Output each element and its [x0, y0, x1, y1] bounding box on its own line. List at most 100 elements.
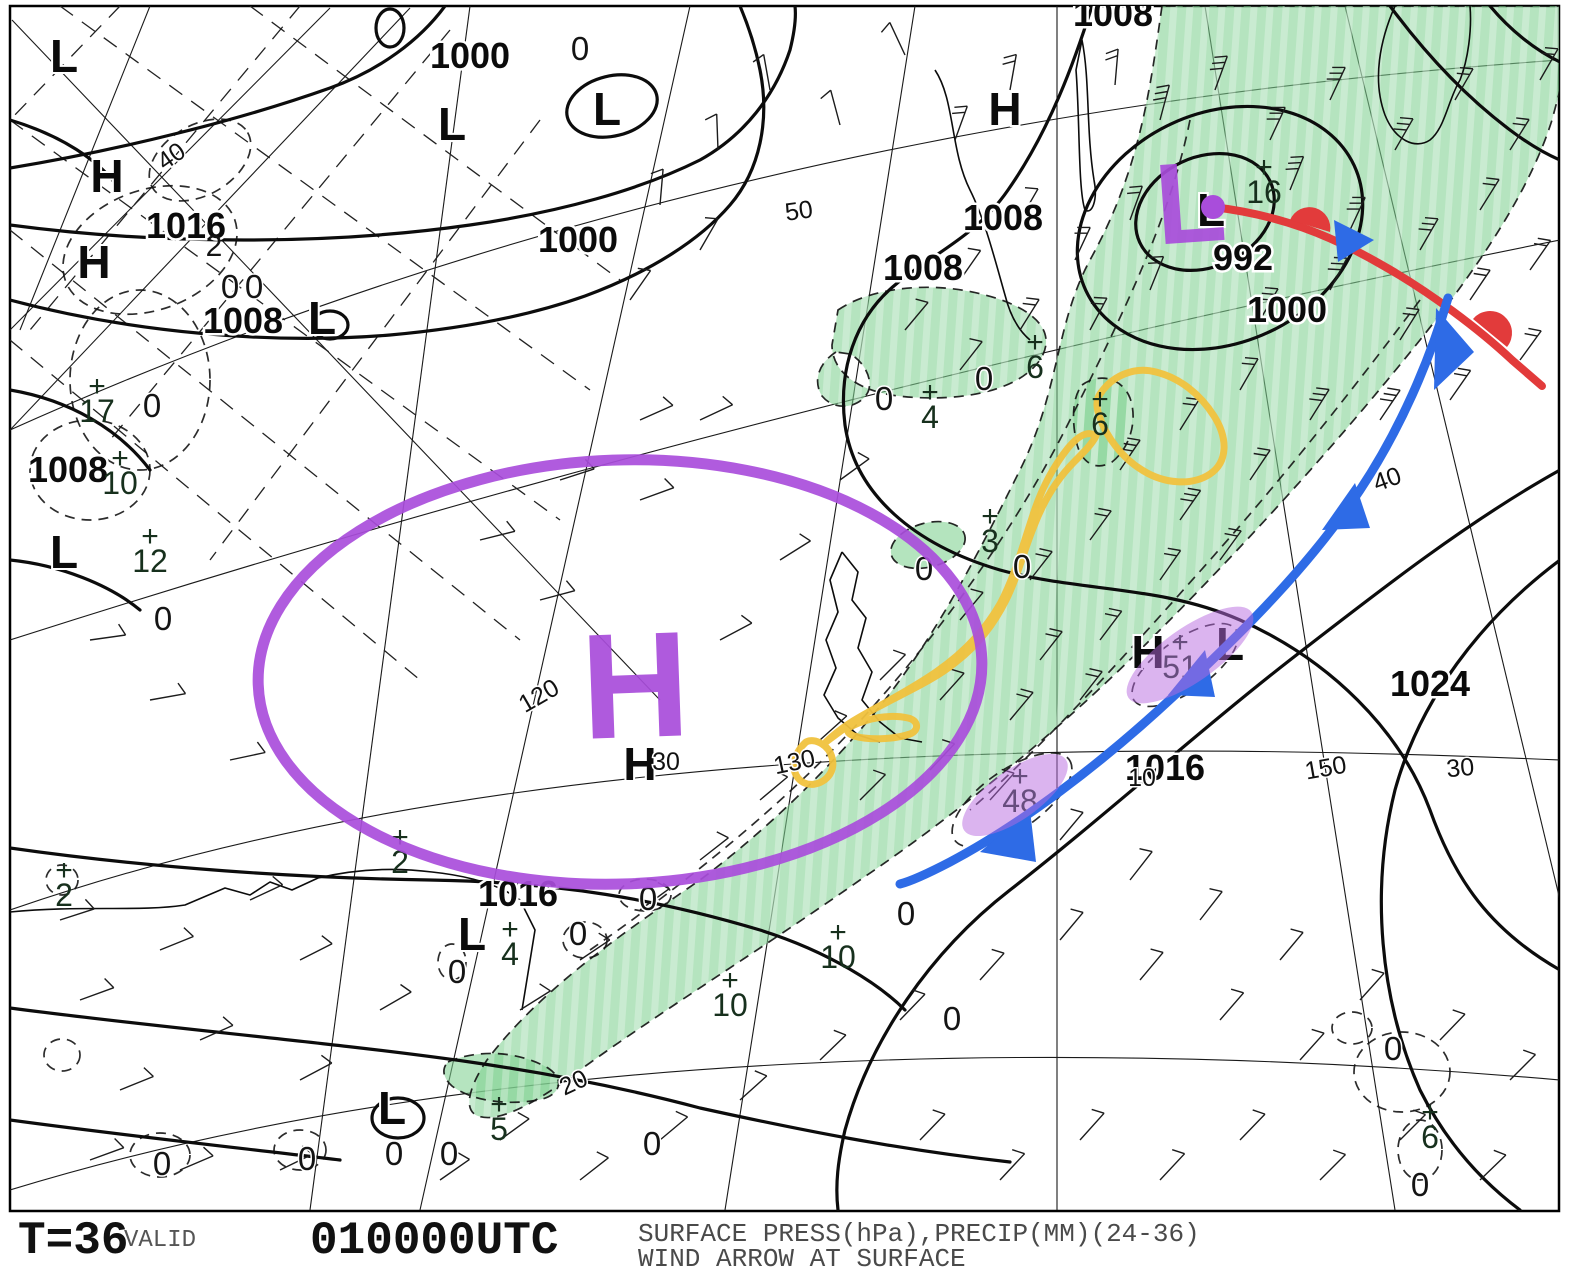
- pressure-label: 1008: [28, 449, 108, 490]
- wind-barb-icon: [859, 769, 886, 801]
- pressure-center-label: L: [308, 292, 336, 344]
- wind-barb-icon: [279, 1145, 313, 1171]
- wind-barb-icon: [639, 396, 674, 421]
- wind-barb-icon: [579, 932, 611, 961]
- hand-annotation-l: L: [1151, 137, 1230, 270]
- precip-plus-icon: +: [829, 916, 847, 949]
- precip-max-value: 6: [1421, 1119, 1439, 1155]
- pressure-center-label: L: [50, 30, 78, 82]
- wind-barb-icon: [1439, 1009, 1466, 1041]
- precip-plus-icon: +: [981, 500, 999, 533]
- isobar-1016-east: [835, 468, 1559, 1211]
- wind-barb-icon: [1089, 296, 1108, 331]
- pressure-label: 1000: [1247, 289, 1327, 330]
- wind-barb-icon: [1469, 267, 1491, 301]
- forecast-hour-label: T=36: [18, 1215, 128, 1267]
- precip-max-highlight: [1126, 606, 1254, 704]
- wind-barb-icon: [1379, 387, 1401, 421]
- precip-plus-icon: +: [721, 964, 739, 997]
- wind-barb-icon: [999, 1149, 1026, 1181]
- precip-max-value: 6: [1026, 349, 1044, 385]
- wind-barb-icon: [1539, 47, 1559, 81]
- wind-barb-icon: [1509, 1049, 1536, 1081]
- wind-barb-icon: [719, 614, 753, 641]
- wind-barb-icon: [819, 710, 848, 741]
- precip-max-highlight: [962, 753, 1068, 837]
- wind-barb-icon: [819, 1029, 847, 1061]
- precip-plus-icon: +: [921, 376, 939, 409]
- chart-description-line1: SURFACE PRESS(hPa),PRECIP(MM)(24-36): [638, 1219, 1200, 1249]
- zero-contour-label: 0: [221, 268, 239, 305]
- wind-barb-icon: [659, 1110, 689, 1141]
- cold-front-pip: [1322, 483, 1370, 530]
- wind-barb-icon: [1479, 1149, 1507, 1181]
- wind-barb-icon: [979, 948, 1005, 981]
- pressure-label: 1024: [1390, 663, 1470, 704]
- wind-barb-icon: [159, 927, 194, 951]
- valid-time: 010000UTC: [310, 1215, 558, 1267]
- precip-inner-contours: [29, 118, 1451, 1181]
- wind-barb-icon: [739, 1070, 768, 1101]
- wind-barb-icon: [1219, 988, 1245, 1021]
- cold-front-pip: [980, 810, 1036, 862]
- wind-barb-icon: [1029, 548, 1053, 581]
- pressure-label: 1008: [1073, 0, 1153, 34]
- wind-barb-icon: [89, 623, 127, 641]
- wind-barb-icon: [439, 1152, 470, 1181]
- graticule-label: 10: [1128, 764, 1156, 792]
- precip-max-value: 5: [490, 1111, 508, 1147]
- zero-contour-label: 0: [643, 1125, 661, 1162]
- isobar-1024: [1379, 558, 1559, 1211]
- wind-barb-icon: [1002, 53, 1017, 91]
- pressure-center-label: L: [458, 908, 486, 960]
- graticule-label: 30: [1445, 753, 1475, 783]
- isobar-1000-closed: [1075, 104, 1365, 352]
- high-pressure-circle-annotation: [252, 454, 988, 890]
- zero-contour-label: 0: [569, 915, 587, 952]
- precip-max-value: 10: [712, 987, 748, 1023]
- wind-barbs: [59, 21, 1559, 1181]
- wind-barb-icon: [939, 668, 965, 701]
- precip-max-value: 16: [1246, 174, 1282, 210]
- warm-front-pip: [1290, 207, 1331, 232]
- wind-barb-icon: [1418, 217, 1439, 251]
- pressure-label: 1008: [203, 300, 283, 341]
- isobars: [10, 6, 1559, 1211]
- pressure-label: 1008: [883, 247, 963, 288]
- zero-contour-label: 0: [1013, 548, 1031, 585]
- wind-barb-icon: [904, 298, 929, 331]
- auxiliary-grid: [10, 6, 621, 681]
- wind-barb-icon: [699, 217, 719, 251]
- hand-annotations: HL: [252, 137, 1254, 890]
- wind-barb-icon: [1039, 628, 1063, 661]
- pressure-label: 1000: [430, 35, 510, 76]
- wind-barb-icon: [704, 113, 719, 151]
- pressure-label: 1000: [538, 219, 618, 260]
- pressure-center-label: H: [623, 738, 656, 790]
- wind-barb-icon: [59, 898, 95, 921]
- precip-plus-icon: +: [1091, 383, 1109, 416]
- wind-barb-icon: [79, 978, 115, 1001]
- warm-front-line: [1209, 203, 1546, 390]
- wind-barb-icon: [1019, 187, 1039, 221]
- wind-barb-icon: [699, 395, 734, 421]
- wind-barb-icon: [1399, 307, 1420, 341]
- wind-barb-icon: [1148, 255, 1165, 291]
- zero-contour-label: 0: [385, 1135, 403, 1172]
- precip-plus-icon: +: [1421, 1096, 1439, 1129]
- wind-barb-icon: [379, 983, 412, 1011]
- wind-barb-icon: [89, 1138, 125, 1161]
- wind-barb-icon: [952, 105, 968, 141]
- zero-contour-label: 0: [245, 268, 263, 305]
- precip-max-value: 12: [132, 543, 168, 579]
- wind-barb-icon: [1449, 367, 1472, 401]
- pressure-center-label: L: [593, 83, 621, 135]
- wind-barb-icon: [539, 580, 576, 601]
- wind-barb-icon: [629, 267, 652, 301]
- warm-front-pip: [1473, 310, 1513, 347]
- wind-barb-icon: [779, 533, 811, 561]
- valid-label: VALID: [124, 1227, 196, 1254]
- zero-contour-label: 0: [440, 1135, 458, 1172]
- isobar-1000-west: [10, 6, 797, 242]
